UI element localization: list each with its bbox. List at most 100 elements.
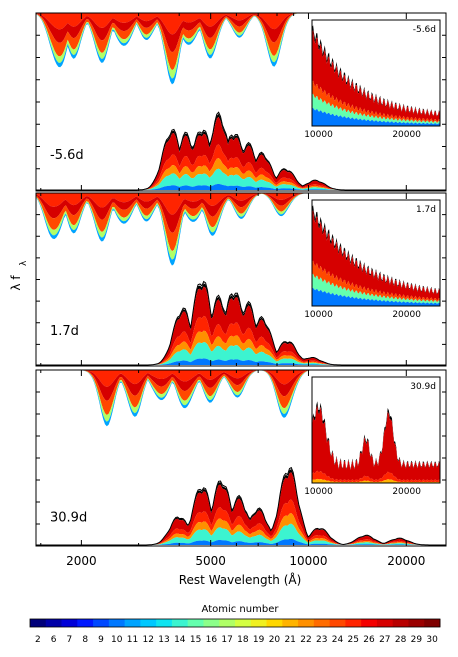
emission-band: [36, 330, 446, 365]
inset-band: [312, 273, 440, 304]
inset-epoch-label: 30.9d: [410, 382, 436, 392]
epoch-label: 30.9d: [50, 510, 87, 525]
colorbar-tick-label: 24: [332, 635, 344, 645]
inset: 30.9d 10000 20000: [304, 376, 441, 497]
y-axis-label: λ f: [9, 275, 23, 291]
inset-tick-label: 10000: [304, 130, 333, 140]
inset-tick-label: 10000: [304, 487, 333, 497]
colorbar-tick-label: 25: [348, 635, 359, 645]
colorbar-cell: [235, 619, 252, 627]
emission-band: [36, 168, 446, 190]
total-spectrum-line: [36, 111, 446, 191]
colorbar: [29, 618, 441, 628]
inset-band: [312, 210, 440, 301]
colorbar-cell: [187, 619, 204, 627]
inset-tick-label: 20000: [392, 487, 421, 497]
total-spectrum-line: [36, 280, 446, 366]
inset-band: [312, 478, 440, 483]
colorbar-tick-label: 9: [98, 635, 104, 645]
colorbar-tick-label: 22: [300, 635, 311, 645]
colorbar-tick-label: 27: [379, 635, 390, 645]
colorbar-cell: [171, 619, 189, 627]
emission-band: [36, 116, 446, 190]
colorbar-cell: [93, 619, 110, 627]
colorbar-cell: [298, 619, 315, 627]
colorbar-tick-label: 10: [111, 635, 123, 645]
inset-tick-label: 10000: [304, 310, 333, 320]
colorbar-tick-label: 7: [67, 635, 73, 645]
absorption-band: [36, 370, 446, 387]
emission-band: [36, 513, 446, 545]
emission-band: [36, 315, 446, 365]
colorbar-cell: [203, 619, 220, 627]
x-tick-labels: 2000 5000 10000 20000: [66, 554, 425, 568]
emission-band: [36, 358, 446, 365]
x-tick-label: 5000: [195, 554, 226, 568]
inset-tick-label: 20000: [392, 130, 421, 140]
y-axis-label-subscript: λ: [19, 260, 29, 266]
colorbar-labels: 2 6 7 8 9 10 11 12 13 14 15 16 17 18 19 20 21 22 23 24 25 26 2…: [35, 635, 438, 645]
inset-band: [312, 80, 440, 123]
inset-frame-outline: [311, 199, 441, 307]
colorbar-cell: [424, 619, 441, 627]
inset-band: [312, 30, 440, 122]
colorbar-cell: [408, 619, 425, 627]
colorbar-tick-label: 8: [82, 635, 88, 645]
colorbar-tick-label: 12: [143, 635, 154, 645]
colorbar-tick-label: 23: [316, 635, 327, 645]
emission-band: [36, 342, 446, 365]
colorbar-tick-label: 19: [253, 635, 265, 645]
emission-band: [36, 144, 446, 190]
inset-tick-label: 20000: [392, 310, 421, 320]
absorption-band: [36, 13, 446, 35]
emission-band: [36, 472, 446, 545]
colorbar-tick-label: 11: [127, 635, 138, 645]
colorbar-cell: [30, 619, 47, 627]
emission-band: [36, 538, 446, 545]
emission-band: [36, 286, 446, 365]
emission-band: [36, 499, 446, 545]
colorbar-cell: [140, 619, 157, 627]
panel: 1.7d 1.7d 10000 20000: [35, 192, 447, 367]
colorbar-tick-label: 30: [426, 635, 438, 645]
colorbar-cell: [124, 619, 141, 627]
inset-frame-outline: [311, 376, 441, 484]
colorbar-tick-label: 2: [35, 635, 41, 645]
colorbar-cell: [345, 619, 362, 627]
panel: -5.6d -5.6d 10000 20000: [35, 12, 447, 192]
colorbar-cell: [313, 619, 331, 627]
colorbar-tick-label: 26: [363, 635, 375, 645]
colorbar-tick-label: 16: [206, 635, 218, 645]
colorbar-cell: [361, 619, 378, 627]
inset-epoch-label: 1.7d: [416, 205, 436, 215]
inset-band: [312, 107, 440, 126]
colorbar-tick-label: 29: [411, 635, 423, 645]
absorption-band: [36, 193, 446, 215]
colorbar-cell: [392, 619, 409, 627]
x-tick-label: 10000: [289, 554, 327, 568]
colorbar-cell: [376, 619, 394, 627]
inset-frame-outline: [311, 19, 441, 127]
colorbar-tick-label: 13: [158, 635, 169, 645]
inset-band: [312, 470, 440, 483]
inset-band: [312, 405, 440, 481]
inset-band: [312, 260, 440, 302]
colorbar-cell: [282, 619, 299, 627]
panel: 30.9d 30.9d 10000 20000: [35, 369, 447, 547]
x-tick-label: 2000: [66, 554, 97, 568]
inset-epoch-label: -5.6d: [413, 25, 436, 35]
colorbar-cell: [250, 619, 267, 627]
epoch-label: 1.7d: [50, 324, 79, 339]
colorbar-tick-label: 28: [395, 635, 407, 645]
emission-band: [36, 523, 446, 545]
colorbar-cell: [266, 619, 283, 627]
colorbar-cell: [329, 619, 346, 627]
colorbar-tick-label: 20: [269, 635, 281, 645]
colorbar-title: Atomic number: [202, 604, 280, 615]
inset: 1.7d 10000 20000: [304, 199, 441, 320]
colorbar-tick-label: 14: [174, 635, 186, 645]
colorbar-tick-label: 17: [221, 635, 232, 645]
absorption-band: [36, 193, 446, 233]
